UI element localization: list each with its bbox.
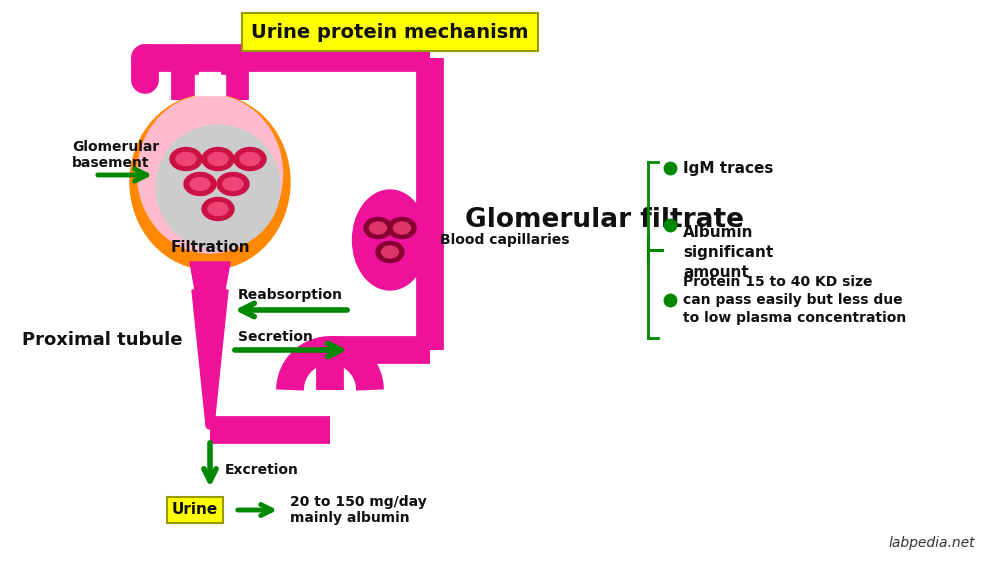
- Polygon shape: [192, 290, 228, 425]
- Ellipse shape: [170, 148, 202, 170]
- Ellipse shape: [240, 152, 260, 165]
- Ellipse shape: [388, 217, 416, 238]
- Circle shape: [156, 125, 280, 249]
- Ellipse shape: [138, 95, 283, 253]
- Text: Glomerular filtrate: Glomerular filtrate: [465, 207, 744, 233]
- Text: labpedia.net: labpedia.net: [888, 536, 975, 550]
- Polygon shape: [195, 75, 225, 95]
- Ellipse shape: [217, 173, 249, 195]
- Circle shape: [135, 70, 155, 90]
- Text: Albumin
significant
amount: Albumin significant amount: [683, 225, 773, 280]
- Ellipse shape: [202, 198, 234, 221]
- Text: Filtration: Filtration: [170, 241, 250, 255]
- Polygon shape: [190, 262, 230, 290]
- Ellipse shape: [190, 178, 210, 191]
- Ellipse shape: [353, 190, 428, 290]
- Circle shape: [206, 421, 214, 429]
- Ellipse shape: [208, 152, 228, 165]
- Ellipse shape: [234, 148, 266, 170]
- Text: Protein 15 to 40 KD size
can pass easily but less due
to low plasma concentratio: Protein 15 to 40 KD size can pass easily…: [683, 275, 906, 325]
- Text: Excretion: Excretion: [225, 463, 299, 477]
- Ellipse shape: [208, 203, 228, 216]
- Text: IgM traces: IgM traces: [683, 161, 773, 175]
- Ellipse shape: [376, 242, 404, 263]
- Text: 20 to 150 mg/day
mainly albumin: 20 to 150 mg/day mainly albumin: [290, 495, 427, 525]
- Ellipse shape: [394, 222, 411, 234]
- Ellipse shape: [223, 178, 243, 191]
- Text: Glomerular
basement: Glomerular basement: [72, 140, 159, 170]
- Ellipse shape: [382, 246, 399, 258]
- Text: Urine protein mechanism: Urine protein mechanism: [252, 23, 528, 41]
- Text: Blood capillaries: Blood capillaries: [440, 233, 569, 247]
- Text: Secretion: Secretion: [238, 330, 313, 344]
- Ellipse shape: [202, 148, 234, 170]
- Ellipse shape: [184, 173, 216, 195]
- Ellipse shape: [370, 222, 387, 234]
- Text: Urine: Urine: [172, 503, 218, 517]
- Ellipse shape: [364, 217, 392, 238]
- Ellipse shape: [130, 95, 290, 269]
- Ellipse shape: [176, 152, 196, 165]
- Text: Proximal tubule: Proximal tubule: [22, 331, 183, 349]
- Text: Reabsorption: Reabsorption: [238, 288, 343, 302]
